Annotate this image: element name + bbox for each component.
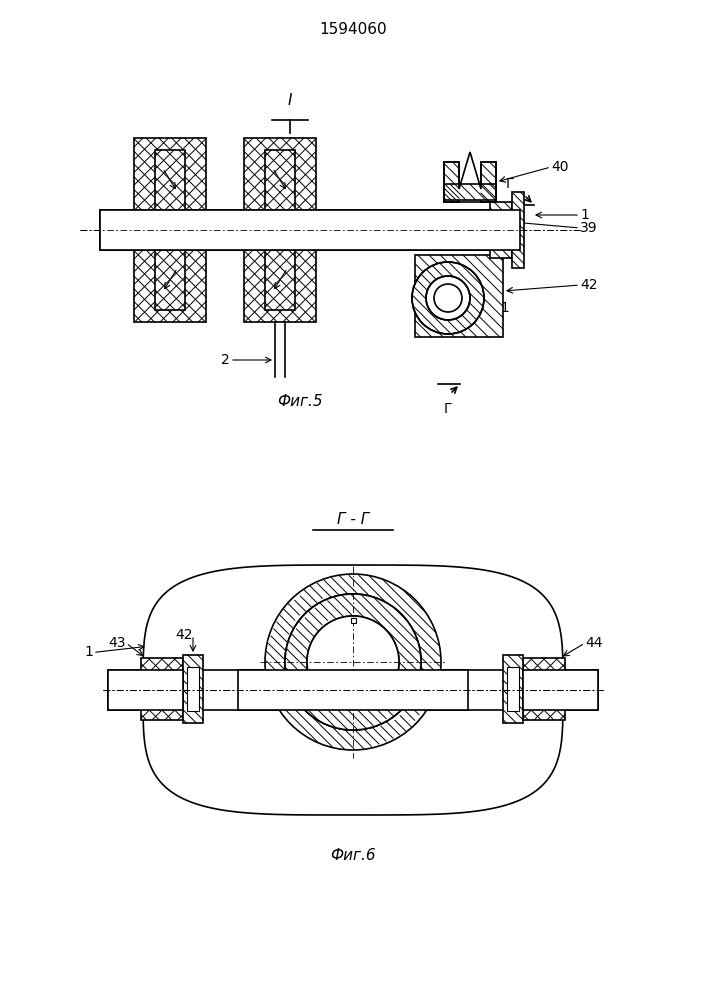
Text: I: I <box>288 93 292 108</box>
Polygon shape <box>108 670 598 710</box>
Circle shape <box>307 616 399 708</box>
Text: 41: 41 <box>492 301 510 315</box>
Circle shape <box>426 276 470 320</box>
Text: 40: 40 <box>394 682 411 696</box>
Circle shape <box>285 594 421 730</box>
Polygon shape <box>523 658 565 720</box>
Circle shape <box>412 262 484 334</box>
Polygon shape <box>244 138 316 210</box>
Text: 42: 42 <box>580 278 597 292</box>
Text: 41: 41 <box>373 718 391 732</box>
Text: 39: 39 <box>397 593 414 607</box>
Polygon shape <box>244 250 316 322</box>
Text: Фиг.6: Фиг.6 <box>330 848 376 862</box>
Circle shape <box>285 594 421 730</box>
Text: 39: 39 <box>580 221 597 235</box>
Polygon shape <box>512 192 524 268</box>
Polygon shape <box>134 250 206 322</box>
Polygon shape <box>141 658 183 720</box>
Text: 2: 2 <box>221 353 230 367</box>
Text: 44: 44 <box>585 636 602 650</box>
Polygon shape <box>238 670 468 710</box>
Polygon shape <box>481 162 496 202</box>
Circle shape <box>265 574 441 750</box>
Polygon shape <box>351 618 356 623</box>
Circle shape <box>307 616 399 708</box>
Circle shape <box>434 284 462 312</box>
Text: 1: 1 <box>84 646 93 660</box>
Text: 42: 42 <box>175 628 193 642</box>
Polygon shape <box>265 150 295 210</box>
Text: 1594060: 1594060 <box>319 22 387 37</box>
Polygon shape <box>100 210 520 250</box>
Polygon shape <box>415 255 503 337</box>
Polygon shape <box>187 667 199 711</box>
Polygon shape <box>490 202 512 258</box>
Polygon shape <box>100 210 520 250</box>
Text: 40: 40 <box>551 160 568 174</box>
Circle shape <box>285 594 421 730</box>
Text: 43: 43 <box>108 636 126 650</box>
Text: Г: Г <box>444 402 452 416</box>
Text: Фиг.5: Фиг.5 <box>277 394 323 410</box>
Polygon shape <box>100 210 520 250</box>
Polygon shape <box>238 670 468 710</box>
Polygon shape <box>155 150 185 210</box>
Text: Г - Г: Г - Г <box>337 512 369 528</box>
Text: 1: 1 <box>580 208 589 222</box>
Polygon shape <box>265 250 295 310</box>
Polygon shape <box>444 184 496 200</box>
Polygon shape <box>523 670 598 710</box>
Polygon shape <box>507 667 519 711</box>
Polygon shape <box>134 138 206 210</box>
Polygon shape <box>503 655 523 723</box>
Polygon shape <box>444 162 459 202</box>
Text: Г: Г <box>506 177 514 191</box>
Polygon shape <box>155 250 185 310</box>
Polygon shape <box>183 655 203 723</box>
Polygon shape <box>108 670 183 710</box>
